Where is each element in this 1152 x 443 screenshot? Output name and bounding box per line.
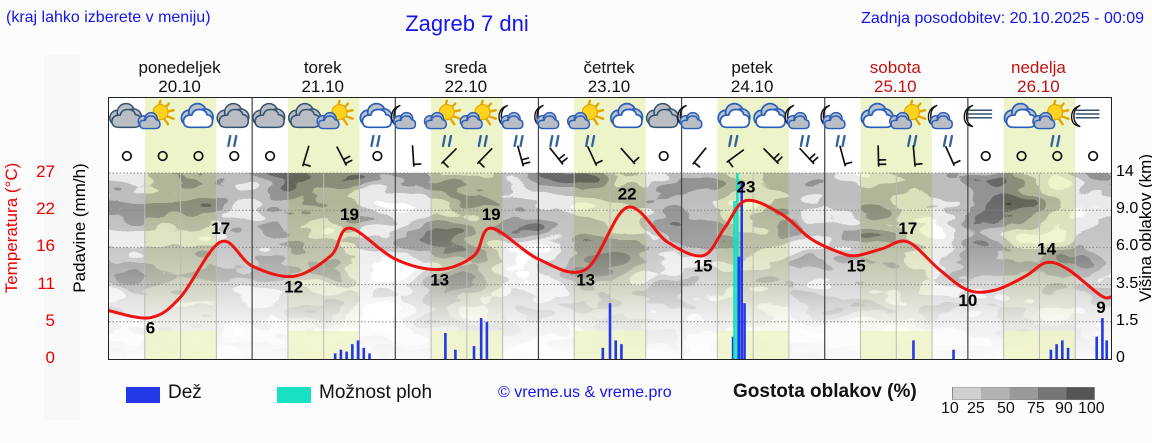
svg-text:15: 15 bbox=[694, 257, 713, 276]
svg-text:6: 6 bbox=[146, 319, 155, 338]
svg-text:19: 19 bbox=[340, 205, 359, 224]
svg-text:13: 13 bbox=[430, 270, 449, 289]
svg-text:22: 22 bbox=[618, 184, 637, 203]
svg-text:13: 13 bbox=[576, 270, 595, 289]
svg-text:17: 17 bbox=[898, 219, 917, 238]
svg-text:23: 23 bbox=[737, 178, 756, 197]
svg-text:14: 14 bbox=[1037, 240, 1056, 259]
svg-text:17: 17 bbox=[211, 219, 230, 238]
svg-text:19: 19 bbox=[482, 205, 501, 224]
svg-text:9: 9 bbox=[1096, 298, 1105, 317]
svg-text:15: 15 bbox=[847, 257, 866, 276]
svg-text:10: 10 bbox=[958, 291, 977, 310]
svg-text:12: 12 bbox=[284, 277, 303, 296]
